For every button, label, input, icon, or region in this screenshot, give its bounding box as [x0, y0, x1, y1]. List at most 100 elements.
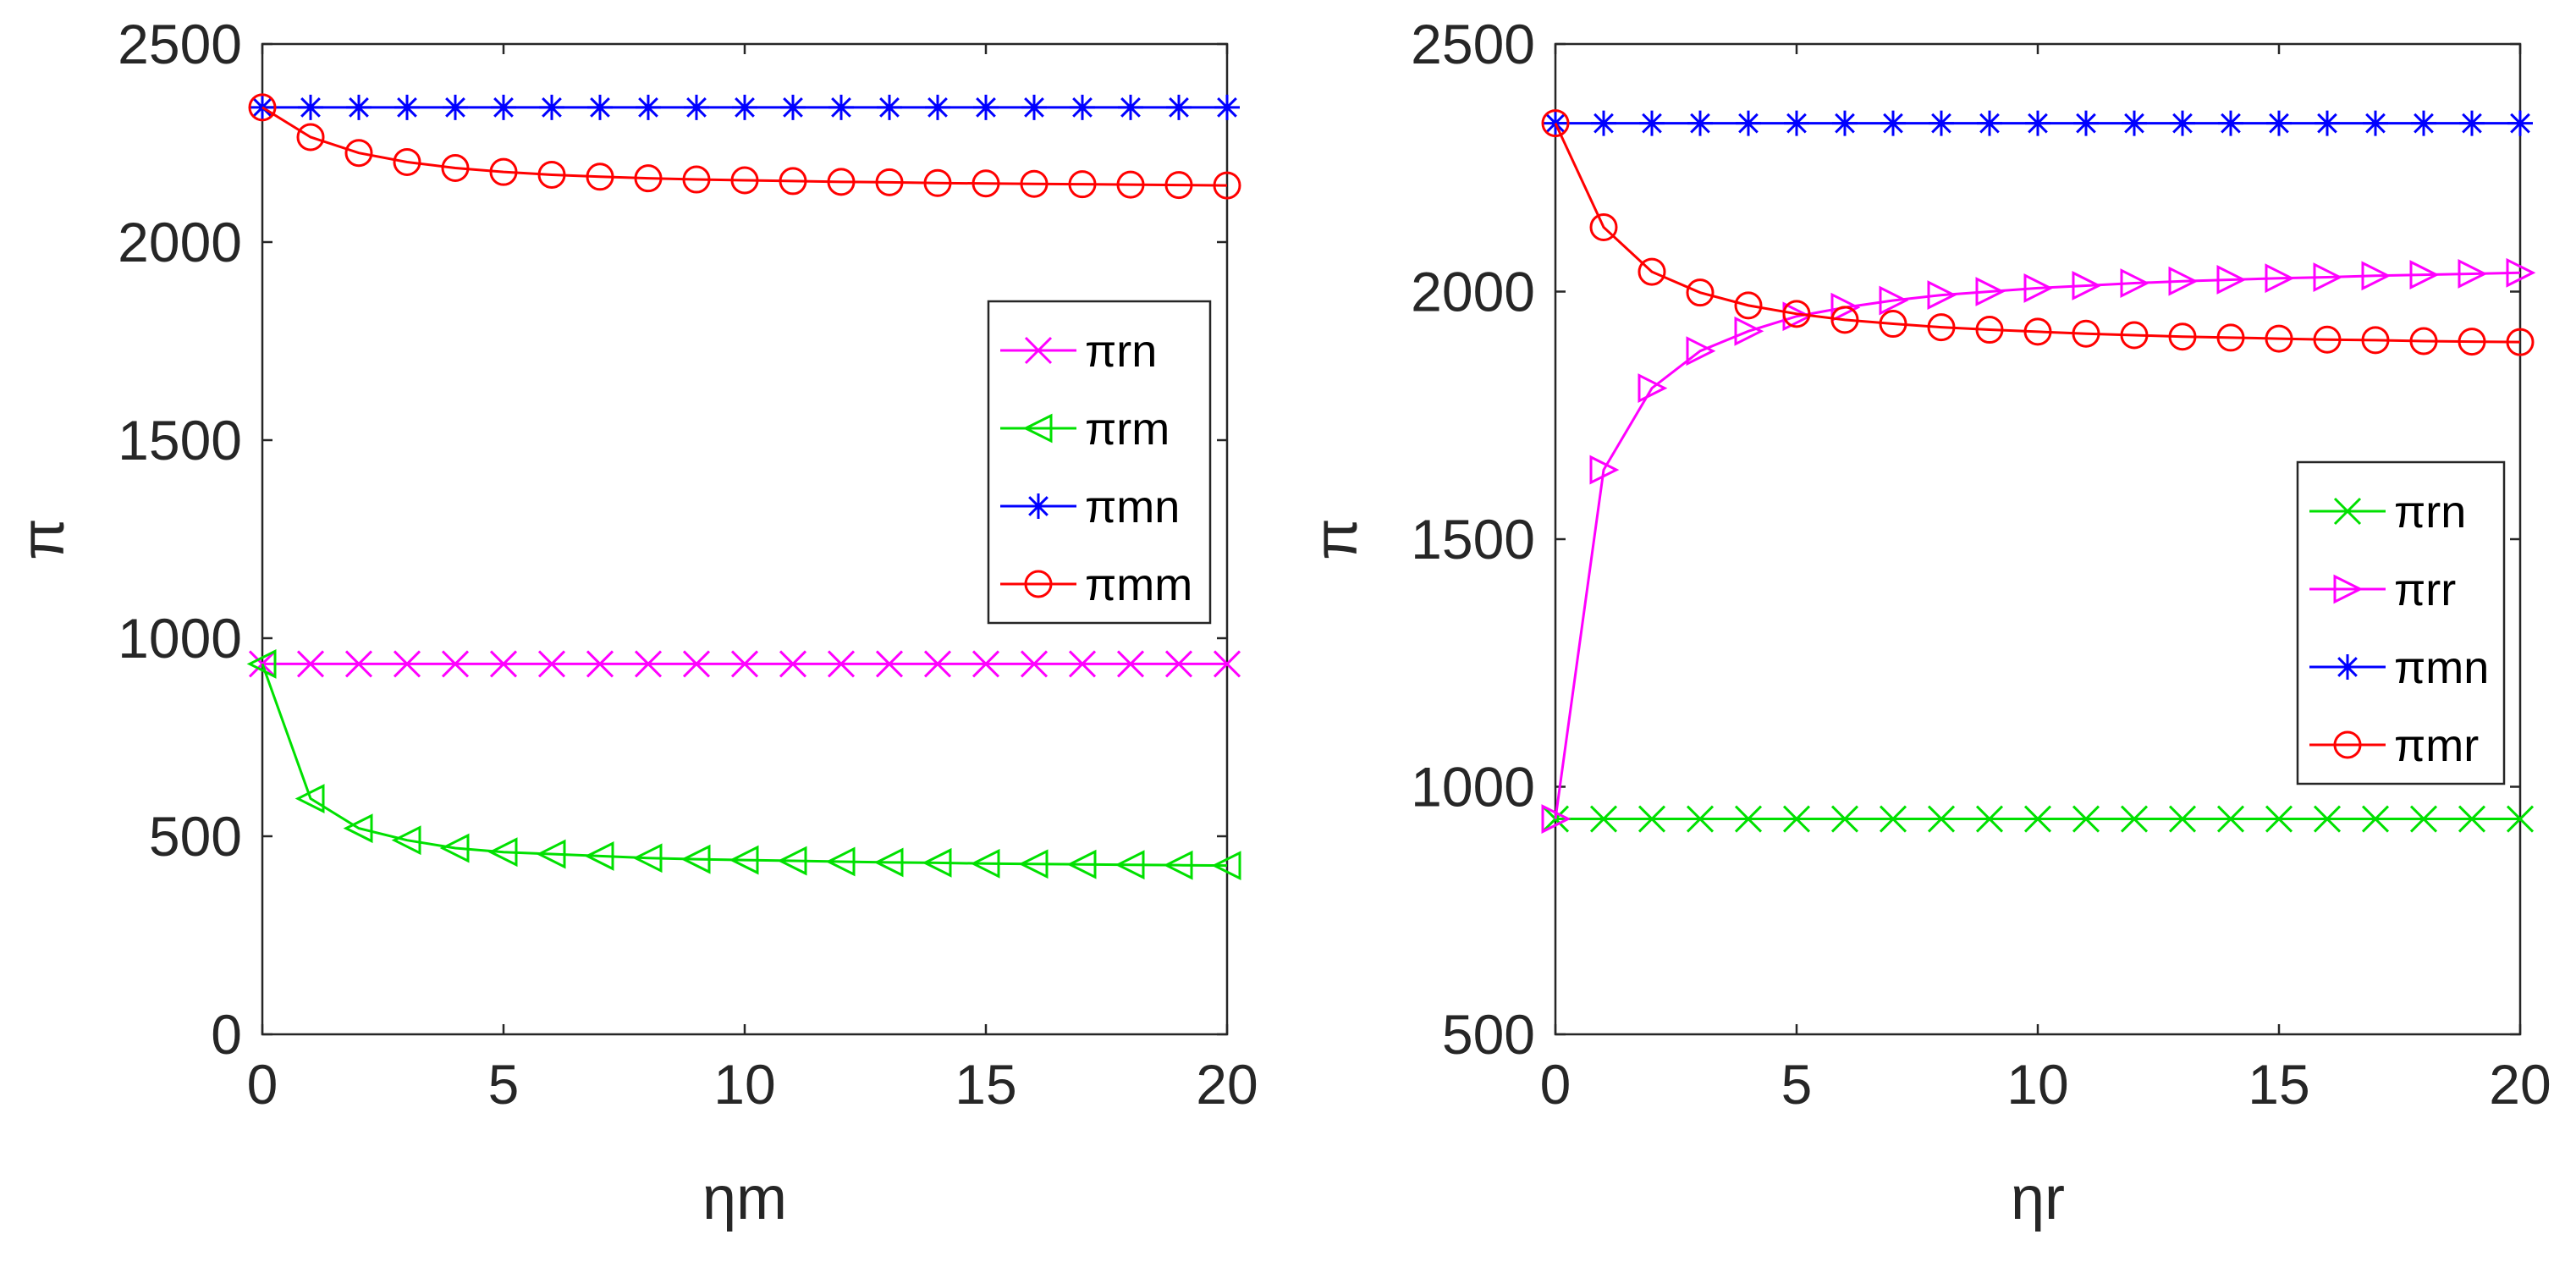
data-point — [439, 833, 470, 863]
data-point — [730, 166, 759, 195]
series-2 — [246, 648, 1241, 881]
data-point — [2218, 110, 2243, 136]
legend: πrn πrm πmn πmm — [987, 300, 1212, 625]
data-point — [2361, 261, 2392, 291]
data-point — [2216, 805, 2245, 833]
data-point — [682, 650, 711, 678]
legend-label: πrn — [1085, 326, 1157, 377]
y-tick-label: 1000 — [1411, 756, 1535, 818]
y-axis-label: π — [1302, 518, 1370, 560]
data-point — [489, 157, 518, 186]
data-point — [491, 94, 516, 120]
data-point — [2072, 271, 2102, 300]
data-point — [922, 847, 952, 878]
data-point — [2265, 263, 2295, 294]
data-point — [393, 147, 421, 176]
x-axis-label: ηr — [2011, 1165, 2065, 1232]
y-tick-label: 2000 — [118, 211, 242, 273]
data-point — [1589, 212, 1618, 241]
data-point — [2409, 260, 2440, 290]
data-point — [2506, 805, 2535, 833]
data-point — [1164, 171, 1193, 200]
data-point — [2458, 328, 2486, 356]
series-line — [261, 663, 1228, 868]
series-1 — [1541, 805, 2535, 833]
data-point — [1879, 310, 1907, 339]
data-point — [537, 160, 566, 189]
data-point — [1591, 110, 1616, 136]
data-point — [1975, 316, 2004, 344]
data-point — [2409, 805, 2438, 833]
data-point — [1879, 285, 1909, 316]
data-point — [923, 650, 952, 678]
legend-marker — [1024, 570, 1053, 598]
y-axis-label: π — [9, 518, 77, 560]
data-point — [296, 123, 325, 152]
x-tick-label: 20 — [2489, 1053, 2551, 1116]
data-point — [1116, 650, 1145, 678]
data-point — [732, 94, 757, 120]
data-point — [1639, 110, 1665, 136]
legend-marker — [1024, 336, 1053, 365]
data-point — [825, 846, 856, 877]
data-point — [2023, 805, 2052, 833]
data-point — [441, 153, 470, 182]
series-3 — [1543, 110, 2533, 136]
data-point — [1975, 277, 2006, 306]
data-point — [294, 784, 325, 813]
data-point — [1589, 805, 1618, 833]
data-point — [441, 650, 470, 678]
y-tick-label: 2500 — [1411, 13, 1535, 75]
data-point — [2216, 323, 2245, 352]
y-tick-label: 2000 — [1411, 261, 1535, 323]
data-point — [536, 839, 566, 869]
data-point — [2506, 257, 2536, 288]
data-point — [2023, 317, 2052, 346]
series-line — [1554, 122, 2521, 344]
legend: πrn πrr πmn πmr — [2296, 460, 2506, 785]
chart-panel-2: 0 5 10 15 205001000150020002500ηrππrnπrrπmnπ… — [1302, 13, 2551, 1232]
data-point — [248, 93, 277, 122]
data-point — [1927, 280, 1957, 311]
data-point — [1782, 805, 1811, 833]
data-point — [828, 94, 854, 120]
data-point — [1638, 257, 1666, 286]
data-point — [780, 94, 806, 120]
data-point — [1686, 336, 1716, 366]
data-point — [2458, 805, 2486, 833]
data-point — [827, 168, 856, 196]
legend-entry: πmr — [2309, 720, 2479, 771]
data-point — [2506, 328, 2535, 356]
data-point — [246, 648, 277, 679]
data-point — [2363, 110, 2388, 136]
legend-label: πrm — [1085, 404, 1170, 455]
data-point — [1589, 455, 1620, 485]
data-point — [1163, 850, 1193, 880]
data-point — [1638, 805, 1666, 833]
data-point — [1929, 110, 1954, 136]
data-point — [1879, 805, 1907, 833]
data-point — [2120, 268, 2150, 298]
y-tick-label: 2500 — [118, 13, 242, 75]
data-point — [2411, 110, 2436, 136]
legend-entry: πrm — [1000, 404, 1170, 455]
data-point — [2361, 805, 2390, 833]
data-point — [2265, 805, 2293, 833]
data-point — [972, 650, 1000, 678]
data-point — [925, 94, 950, 120]
data-point — [1734, 291, 1763, 320]
data-point — [586, 650, 614, 678]
data-point — [344, 139, 373, 168]
data-point — [2120, 805, 2149, 833]
data-point — [875, 168, 904, 196]
legend-entry: πmn — [2309, 642, 2489, 693]
x-tick-label: 5 — [488, 1053, 520, 1116]
series-4 — [248, 93, 1241, 200]
y-tick-label: 500 — [149, 805, 242, 868]
data-point — [2313, 805, 2342, 833]
y-tick-label: 1500 — [118, 409, 242, 471]
x-tick-label: 0 — [247, 1053, 278, 1116]
data-point — [1070, 94, 1095, 120]
data-point — [2409, 327, 2438, 355]
data-point — [1116, 170, 1145, 199]
